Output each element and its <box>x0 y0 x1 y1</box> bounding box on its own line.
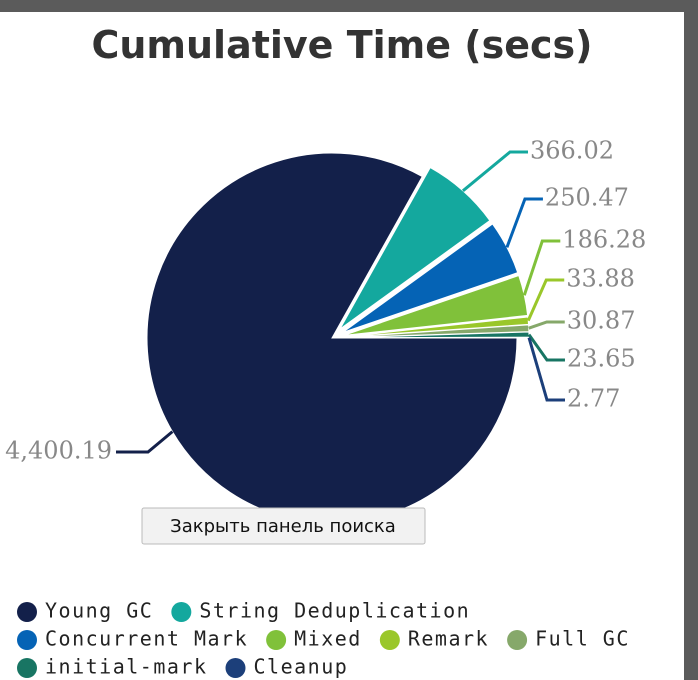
leader-line <box>522 239 561 296</box>
legend-label: Concurrent Mark <box>45 627 248 651</box>
pie <box>146 152 530 524</box>
legend-marker <box>171 602 192 622</box>
legend-marker <box>17 658 37 678</box>
legend-marker <box>225 658 246 678</box>
legend-label: Young GC <box>45 599 153 623</box>
window-edge <box>684 0 698 680</box>
data-label: 33.88 <box>566 265 635 293</box>
data-label: 4,400.19 <box>5 437 112 465</box>
legend-label: Full GC <box>535 627 630 651</box>
data-label: 23.65 <box>567 345 636 373</box>
legend-marker <box>266 630 287 650</box>
pie-slice <box>343 336 530 339</box>
legend-label: Cleanup <box>254 655 349 679</box>
data-label: 250.47 <box>545 184 629 212</box>
legend-marker <box>17 602 37 622</box>
data-label: 366.02 <box>530 137 614 165</box>
leader-line <box>528 320 565 330</box>
leader-line <box>461 150 528 192</box>
chart-title: Cumulative Time (secs) <box>91 23 592 67</box>
legend-marker <box>379 630 400 650</box>
legend-label: Mixed <box>294 627 362 651</box>
pie-slice <box>342 223 519 333</box>
tooltip-text[interactable]: Закрыть панель поиска <box>170 516 396 537</box>
data-labels: 4,400.19 366.02 250.47 186.28 33.88 30.87 23.6… <box>5 137 646 465</box>
legend-marker <box>17 630 37 650</box>
legend-marker <box>507 630 528 650</box>
data-label: 186.28 <box>562 226 646 254</box>
tooltip[interactable]: Закрыть панель поиска <box>141 507 426 545</box>
tooltip-box[interactable] <box>141 507 426 545</box>
leader-line <box>116 430 174 454</box>
legend: Young GC String Deduplication Concurrent M… <box>17 599 630 679</box>
legend-label: Remark <box>408 627 489 651</box>
legend-label: initial-mark <box>45 655 208 679</box>
leader-line <box>527 333 565 362</box>
data-label: 30.87 <box>567 307 636 335</box>
leader-line <box>527 337 565 402</box>
leader-line <box>505 197 543 248</box>
data-label: 2.77 <box>567 385 620 413</box>
window-edge <box>0 0 698 12</box>
legend-label: String Deduplication <box>199 599 470 623</box>
leader-line <box>526 278 565 322</box>
